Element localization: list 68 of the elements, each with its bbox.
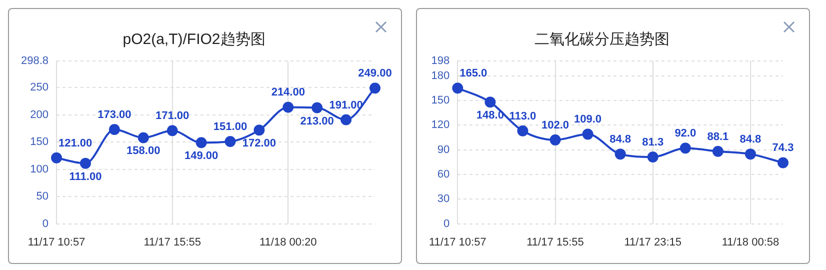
y-tick-label: 30	[437, 193, 450, 206]
x-tick-label: 11/17 10:57	[28, 236, 86, 248]
data-label: 158.00	[126, 145, 160, 158]
x-tick-label: 11/17 10:57	[429, 236, 486, 248]
x-tick-label: 11/17 23:15	[624, 236, 682, 248]
data-label: 102.0	[541, 119, 570, 132]
y-tick-label: 0	[42, 218, 49, 230]
x-tick-label: 11/18 00:20	[259, 236, 317, 248]
point	[680, 142, 691, 154]
point	[282, 102, 294, 113]
data-label: 113.0	[509, 110, 536, 122]
data-label: 111.00	[69, 170, 102, 183]
data-label: 249.00	[358, 68, 392, 80]
point	[224, 136, 236, 148]
point	[744, 148, 756, 160]
y-tick-label: 150	[431, 94, 450, 106]
y-tick-label: 150	[30, 136, 49, 148]
point	[312, 102, 323, 114]
y-tick-label: 90	[437, 144, 450, 156]
data-label: 173.00	[98, 109, 132, 122]
y-tick-label: 180	[431, 70, 450, 82]
point	[614, 148, 626, 160]
data-label: 74.3	[772, 142, 794, 154]
data-label: 84.8	[610, 134, 632, 146]
point	[138, 132, 149, 144]
data-label: 109.0	[574, 114, 602, 126]
y-tick-label: 250	[30, 82, 49, 94]
point	[582, 128, 594, 140]
y-tick-label: 298.8	[20, 55, 49, 68]
point	[370, 82, 380, 94]
point	[484, 96, 496, 108]
chart-title: 二氧化碳分压趋势图	[534, 31, 670, 48]
y-tick-label: 120	[431, 119, 450, 132]
data-label: 88.1	[707, 130, 729, 143]
point	[80, 158, 91, 169]
y-tick-label: 50	[36, 190, 49, 203]
chart-title: pO2(a,T)/FIO2趋势图	[122, 31, 266, 48]
data-label: 92.0	[674, 128, 696, 140]
point	[550, 134, 561, 146]
point	[517, 125, 528, 136]
data-label: 213.00	[300, 115, 334, 128]
data-label: 81.3	[642, 136, 664, 148]
data-label: 165.0	[460, 68, 488, 80]
y-tick-label: 200	[30, 108, 49, 121]
y-tick-label: 198	[431, 55, 450, 68]
point	[254, 124, 265, 136]
y-tick-label: 100	[30, 163, 49, 176]
x-tick-label: 11/18 00:58	[722, 236, 780, 248]
y-tick-label: 0	[444, 218, 450, 230]
data-label: 149.00	[184, 150, 218, 162]
point	[108, 124, 120, 136]
point	[340, 114, 352, 126]
point	[51, 152, 62, 164]
data-label: 84.8	[740, 134, 762, 146]
point	[712, 146, 724, 157]
point	[452, 82, 464, 94]
point	[196, 137, 207, 148]
y-tick-label: 60	[437, 168, 450, 180]
point	[166, 125, 178, 136]
x-tick-label: 11/17 15:55	[144, 236, 201, 248]
data-label: 151.00	[213, 121, 248, 134]
data-label: 171.00	[156, 110, 190, 122]
data-label: 121.00	[58, 137, 92, 150]
x-tick-label: 11/17 15:55	[526, 236, 584, 248]
data-label: 214.00	[271, 86, 305, 99]
point	[778, 157, 788, 168]
data-label: 172.00	[242, 138, 276, 150]
point	[647, 151, 658, 162]
